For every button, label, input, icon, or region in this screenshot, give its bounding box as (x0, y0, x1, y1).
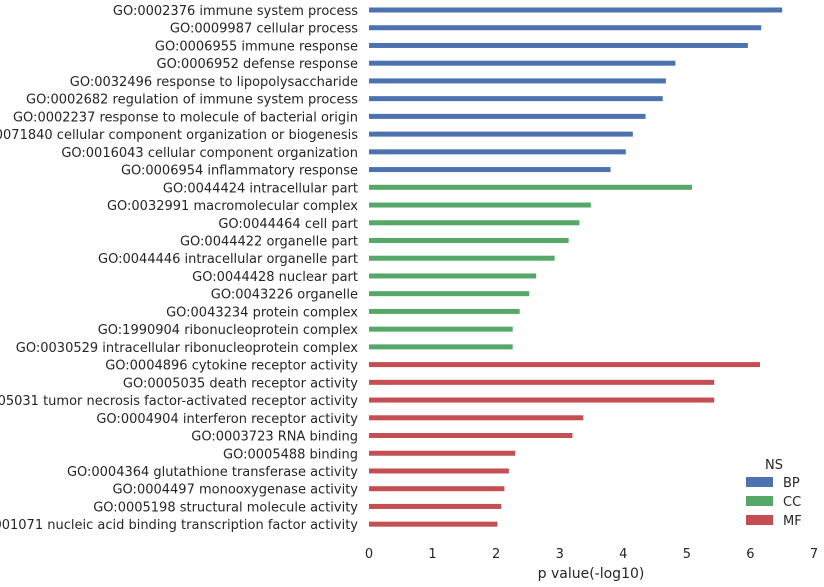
category-label: GO:0005031 tumor necrosis factor-activat… (0, 394, 358, 409)
bar-mf (369, 468, 509, 473)
bar-bp (369, 78, 666, 83)
bar-cc (369, 185, 692, 190)
legend-title: NS (765, 458, 783, 473)
x-tick-label: 1 (428, 547, 436, 562)
category-label: GO:0005198 structural molecule activity (93, 500, 358, 515)
bar-mf (369, 398, 714, 403)
legend-label-cc: CC (783, 495, 801, 510)
category-label: GO:0006952 defense response (157, 57, 359, 72)
bar-cc (369, 309, 520, 314)
x-tick-label: 0 (365, 547, 373, 562)
category-label: GO:0009987 cellular process (170, 22, 358, 37)
bar-mf (369, 522, 497, 527)
bar-cc (369, 238, 569, 243)
x-axis: 0 1 2 3 4 5 6 7 (365, 547, 818, 562)
bar-bp (369, 149, 626, 154)
bar-cc (369, 220, 579, 225)
category-label: GO:0032496 response to lipopolysaccharid… (70, 75, 358, 90)
bar-bp (369, 25, 761, 30)
bar-mf (369, 415, 583, 420)
legend-label-bp: BP (783, 476, 800, 491)
x-tick-label: 2 (492, 547, 500, 562)
category-label: GO:0006955 immune response (155, 39, 358, 54)
category-label: GO:1990904 ribonucleoprotein complex (98, 323, 359, 338)
bars-layer (369, 8, 782, 527)
category-label: GO:0002376 immune system process (113, 4, 358, 19)
x-axis-label: p value(-log10) (538, 566, 645, 582)
category-label: GO:0004896 cytokine receptor activity (105, 359, 358, 374)
category-labels-layer: GO:0002376 immune system process GO:00099… (0, 4, 358, 533)
category-label: GO:0001071 nucleic acid binding transcri… (0, 518, 358, 533)
bar-mf (369, 451, 515, 456)
category-label: GO:0044428 nuclear part (192, 270, 358, 285)
category-label: GO:0003723 RNA binding (191, 430, 358, 445)
legend-swatch-mf (746, 515, 773, 525)
bar-mf (369, 362, 760, 367)
bar-mf (369, 433, 572, 438)
category-label: GO:0071840 cellular component organizati… (0, 128, 358, 143)
category-label: GO:0044464 cell part (218, 217, 358, 232)
legend: NS BP CC MF (746, 458, 802, 529)
bar-bp (369, 114, 646, 119)
category-label: GO:0002237 response to molecule of bacte… (13, 110, 358, 125)
x-tick-label: 7 (810, 547, 818, 562)
bar-cc (369, 256, 555, 261)
category-label: GO:0002682 regulation of immune system p… (26, 93, 358, 108)
category-label: GO:0043226 organelle (211, 288, 358, 303)
category-label: GO:0004497 monooxygenase activity (112, 483, 358, 498)
category-label: GO:0032991 macromolecular complex (107, 199, 358, 214)
category-label: GO:0005035 death receptor activity (123, 376, 358, 391)
bar-cc (369, 291, 529, 296)
bar-mf (369, 380, 714, 385)
category-label: GO:0044422 organelle part (180, 234, 358, 249)
bar-bp (369, 61, 675, 66)
bar-bp (369, 43, 748, 48)
category-label: GO:0030529 intracellular ribonucleoprote… (16, 341, 359, 356)
category-label: GO:0044446 intracellular organelle part (98, 252, 358, 267)
bar-cc (369, 344, 513, 349)
legend-swatch-bp (746, 477, 773, 487)
category-label: GO:0016043 cellular component organizati… (61, 146, 358, 161)
bar-mf (369, 486, 504, 491)
legend-label-mf: MF (783, 514, 802, 529)
category-label: GO:0004364 glutathione transferase activ… (67, 465, 358, 480)
bar-mf (369, 504, 501, 509)
bar-cc (369, 273, 536, 278)
legend-swatch-cc (746, 496, 773, 506)
x-tick-label: 4 (619, 547, 627, 562)
bar-cc (369, 327, 513, 332)
bar-bp (369, 8, 782, 13)
go-enrichment-bar-chart: GO:0002376 immune system process GO:00099… (0, 0, 824, 587)
x-tick-label: 3 (556, 547, 564, 562)
bar-cc (369, 203, 591, 208)
category-label: GO:0006954 inflammatory response (121, 164, 358, 179)
bar-bp (369, 96, 663, 101)
bar-bp (369, 167, 611, 172)
bar-bp (369, 132, 633, 137)
category-label: GO:0044424 intracellular part (163, 181, 358, 196)
category-label: GO:0043234 protein complex (166, 305, 358, 320)
x-tick-label: 6 (746, 547, 754, 562)
category-label: GO:0004904 interferon receptor activity (96, 412, 358, 427)
category-label: GO:0005488 binding (223, 447, 358, 462)
x-tick-label: 5 (683, 547, 691, 562)
